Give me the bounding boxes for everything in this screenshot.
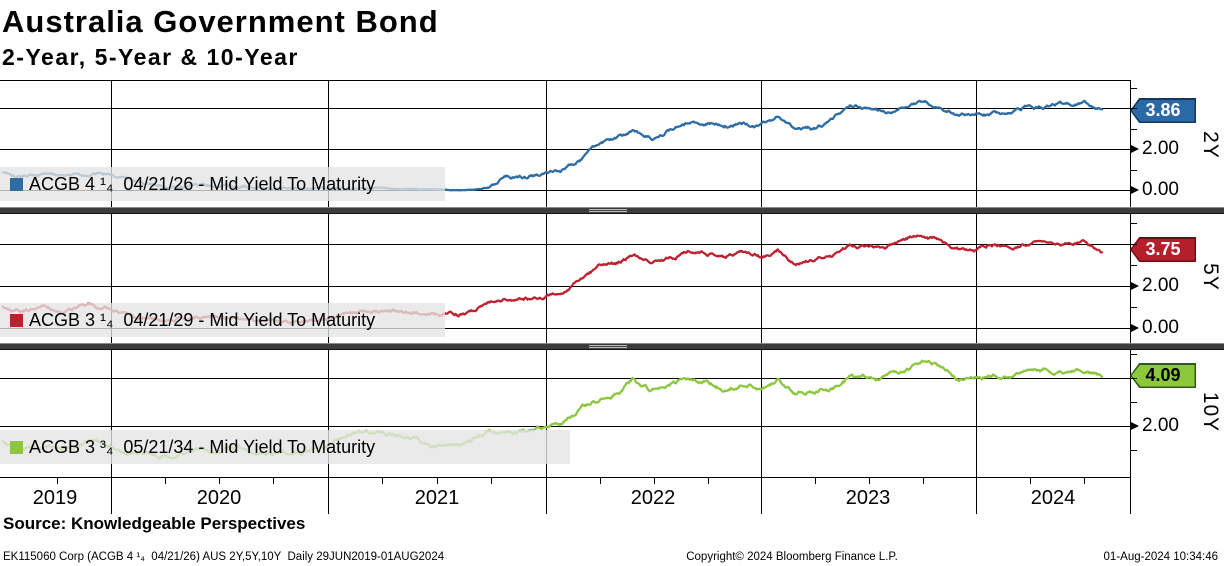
y-tick-arrow-icon: [1131, 186, 1139, 194]
source-note: Source: Knowledgeable Perspectives: [3, 514, 306, 533]
page-title: Australia Government Bond: [2, 4, 439, 39]
quarter-tick: [815, 478, 816, 484]
quarter-tick: [219, 478, 220, 484]
quarter-tick: [382, 478, 383, 484]
year-separator: [546, 478, 547, 514]
year-separator: [1130, 478, 1131, 514]
footer-copyright: Copyright© 2024 Bloomberg Finance L.P.: [686, 551, 898, 563]
legend-10y: ACGB 3 ³₄ 05/21/34 - Mid Yield To Maturi…: [0, 430, 570, 464]
y-minor-tick: [1131, 378, 1137, 379]
splitter-grip-icon[interactable]: [589, 345, 627, 349]
ytick-5y-200: 2.00: [1142, 275, 1179, 296]
y-minor-tick: [1131, 223, 1137, 224]
y-tick-arrow-icon: [1131, 282, 1139, 290]
quarter-tick: [165, 478, 166, 484]
y-minor-tick: [1131, 108, 1137, 109]
legend-5y: ACGB 3 ¹₄ 04/21/29 - Mid Yield To Maturi…: [0, 303, 445, 337]
page-subtitle: 2-Year, 5-Year & 10-Year: [2, 44, 299, 70]
quarter-tick: [708, 478, 709, 484]
quarter-tick: [1030, 478, 1031, 484]
footer-security-info: EK115060 Corp (ACGB 4 ¹₄ 04/21/26) AUS 2…: [3, 551, 445, 563]
quarter-tick: [437, 478, 438, 484]
panel-label-5y: 5Y: [1199, 263, 1222, 291]
legend-swatch-5y-icon: [10, 313, 23, 327]
chart-area: ACGB 4 ¹₄ 04/21/26 - Mid Yield To Maturi…: [0, 80, 1224, 477]
quarter-tick: [1084, 478, 1085, 484]
last-price-10y: 4.09: [1145, 365, 1181, 385]
xtick-2023: 2023: [845, 487, 891, 509]
xtick-2024: 2024: [1030, 487, 1076, 509]
quarter-tick: [491, 478, 492, 484]
legend-swatch-2y-icon: [10, 177, 23, 191]
legend-label-2y: ACGB 4 ¹₄ 04/21/26 - Mid Yield To Maturi…: [29, 173, 376, 194]
y-minor-tick: [1131, 128, 1137, 130]
footer-timestamp: 01-Aug-2024 10:34:46: [1103, 551, 1218, 563]
y-minor-tick: [1131, 402, 1137, 403]
y-tick-arrow-icon: [1131, 145, 1139, 153]
quarter-tick: [869, 478, 870, 484]
xtick-2019: 2019: [32, 487, 78, 509]
y-minor-tick: [1131, 354, 1137, 355]
y-minor-tick: [1131, 244, 1137, 245]
price-flag-10y: 4.09: [1130, 363, 1196, 388]
panel-splitter-1[interactable]: [0, 207, 1224, 214]
last-price-2y: 3.86: [1145, 100, 1181, 120]
quarter-tick: [57, 478, 58, 484]
y-tick-arrow-icon: [1131, 324, 1139, 332]
year-separator: [761, 478, 762, 514]
legend-label-10y: ACGB 3 ³₄ 05/21/34 - Mid Yield To Maturi…: [29, 436, 376, 457]
price-flag-2y: 3.86: [1130, 98, 1196, 123]
legend-2y: ACGB 4 ¹₄ 04/21/26 - Mid Yield To Maturi…: [0, 167, 445, 201]
quarter-tick: [273, 478, 274, 484]
quarter-tick: [923, 478, 924, 484]
xtick-2022: 2022: [630, 487, 676, 509]
ytick-2y-200: 2.00: [1142, 138, 1179, 159]
quarter-tick: [654, 478, 655, 484]
legend-label-5y: ACGB 3 ¹₄ 04/21/29 - Mid Yield To Maturi…: [29, 309, 376, 330]
year-separator: [976, 478, 977, 514]
legend-swatch-10y-icon: [10, 440, 23, 454]
ytick-5y-000: 0.00: [1142, 317, 1179, 338]
y-minor-tick: [1131, 169, 1137, 171]
price-flag-5y: 3.75: [1130, 237, 1196, 262]
y-tick-arrow-icon: [1131, 422, 1139, 430]
panel-label-10y: 10Y: [1199, 391, 1222, 433]
year-separator: [111, 478, 112, 514]
y-minor-tick: [1131, 450, 1137, 451]
panel-splitter-2[interactable]: [0, 343, 1224, 350]
xtick-2020: 2020: [196, 487, 242, 509]
ytick-10y-200: 2.00: [1142, 415, 1179, 436]
xtick-2021: 2021: [414, 487, 460, 509]
panel-label-2y: 2Y: [1199, 131, 1222, 159]
right-axis-line: [1130, 80, 1131, 477]
y-minor-tick: [1131, 87, 1137, 89]
x-axis-line: [0, 477, 1131, 478]
y-minor-tick: [1131, 307, 1137, 308]
year-separator: [328, 478, 329, 514]
ytick-2y-000: 0.00: [1142, 179, 1179, 200]
splitter-grip-icon[interactable]: [589, 209, 627, 213]
last-price-5y: 3.75: [1145, 239, 1181, 259]
quarter-tick: [600, 478, 601, 484]
y-minor-tick: [1131, 265, 1137, 266]
